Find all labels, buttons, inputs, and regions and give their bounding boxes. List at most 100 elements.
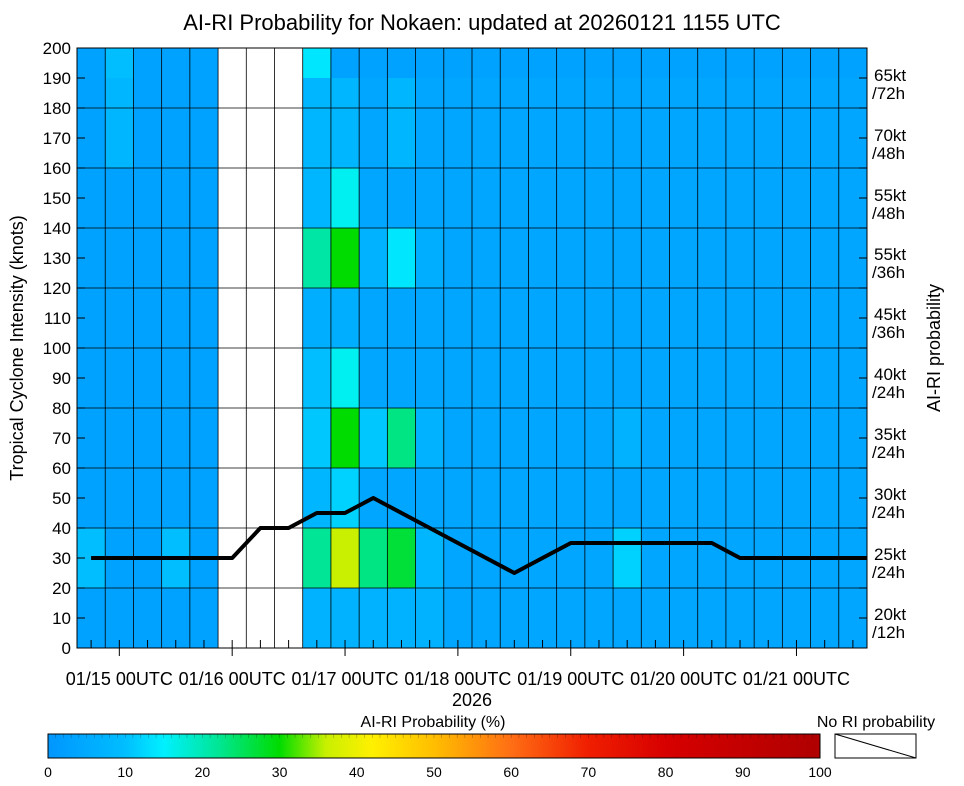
- colorbar-tick-label: 20: [195, 764, 211, 780]
- colorbar-tick-label: 70: [581, 764, 597, 780]
- heatmap-cell: [810, 408, 839, 468]
- heatmap-cell: [641, 348, 670, 408]
- heatmap-cell: [274, 228, 303, 288]
- heatmap-cell: [613, 168, 642, 228]
- heatmap-cell: [274, 168, 303, 228]
- heatmap-cell: [641, 408, 670, 468]
- heatmap-cell: [105, 468, 134, 528]
- heatmap-cell: [133, 288, 162, 348]
- heatmap-cell: [500, 108, 529, 168]
- heatmap-cell: [359, 228, 388, 288]
- heatmap-cell: [133, 408, 162, 468]
- heatmap-cell: [669, 288, 698, 348]
- heatmap-cell: [133, 468, 162, 528]
- heatmap-cell: [359, 108, 388, 168]
- heatmap-cell: [556, 228, 585, 288]
- x-tick-label: 01/20 00UTC: [630, 669, 737, 689]
- heatmap-cell: [641, 288, 670, 348]
- intensity-series-line: [91, 496, 867, 575]
- heatmap-cell: [330, 528, 360, 588]
- colorbar-tick-label: 80: [658, 764, 674, 780]
- heatmap-cell: [697, 168, 726, 228]
- heatmap-cell: [359, 78, 388, 108]
- threshold-hours-label: /24h: [872, 443, 905, 462]
- heatmap-cell: [302, 588, 331, 648]
- heatmap-cell: [810, 108, 839, 168]
- x-axis-ticks: 01/15 00UTC 01/16 00UTC 01/17 00UTC 01/18 0…: [66, 640, 854, 689]
- heatmap-cell: [443, 288, 472, 348]
- heatmap-cell: [77, 78, 106, 108]
- threshold-hours-label: /24h: [872, 563, 905, 582]
- heatmap-cell: [697, 468, 726, 528]
- threshold-hours-label: /48h: [872, 144, 905, 163]
- heatmap-cell: [500, 228, 529, 288]
- heatmap-cell: [810, 348, 839, 408]
- heatmap-cell: [697, 588, 726, 648]
- heatmap-cell: [782, 48, 811, 78]
- heatmap-cell: [443, 408, 472, 468]
- y-tick-label: 110: [44, 309, 71, 328]
- heatmap-cell: [500, 588, 529, 648]
- heatmap-cell: [189, 108, 219, 168]
- heatmap-cell: [387, 228, 416, 288]
- threshold-hours-label: /24h: [872, 503, 905, 522]
- heatmap-cell: [556, 588, 585, 648]
- heatmap-cell: [359, 48, 388, 78]
- heatmap-cell: [387, 408, 416, 468]
- y-tick-label: 70: [52, 429, 71, 448]
- heatmap-cell: [838, 78, 867, 108]
- heatmap-cell: [725, 408, 755, 468]
- heatmap-cell: [330, 108, 360, 168]
- heatmap-cell: [359, 348, 388, 408]
- heatmap-cell: [725, 48, 755, 78]
- heatmap-cell: [246, 468, 275, 528]
- colorbar-tick-label: 30: [272, 764, 288, 780]
- heatmap-cell: [697, 48, 726, 78]
- heatmap-cell: [528, 348, 557, 408]
- heatmap-cell: [302, 348, 331, 408]
- heatmap-cell: [387, 288, 416, 348]
- heatmap-cell: [613, 78, 642, 108]
- heatmap-cell: [584, 288, 614, 348]
- heatmap-cell: [302, 288, 331, 348]
- heatmap-cell: [754, 48, 783, 78]
- heatmap-cell: [161, 168, 190, 228]
- y-tick-label: 180: [43, 99, 71, 118]
- heatmap-cell: [500, 288, 529, 348]
- colorbar-tick-label: 50: [426, 764, 442, 780]
- colorbar-label: AI-RI Probability (%): [361, 714, 506, 731]
- heatmap-cell: [641, 78, 670, 108]
- y-tick-label: 30: [52, 549, 71, 568]
- heatmap-cell: [77, 48, 106, 78]
- heatmap-cell: [302, 168, 331, 228]
- heatmap-cell: [669, 528, 698, 588]
- heatmap-cell: [443, 78, 472, 108]
- heatmap-cell: [274, 78, 303, 108]
- heatmap-cell: [218, 108, 247, 168]
- heatmap-cell: [697, 528, 726, 588]
- y-tick-label: 200: [43, 39, 71, 58]
- heatmap-cell: [528, 228, 557, 288]
- heatmap-cell: [105, 408, 134, 468]
- heatmap-cell: [415, 588, 444, 648]
- heatmap-cell: [613, 288, 642, 348]
- heatmap-cell: [359, 168, 388, 228]
- heatmap-cell: [584, 108, 614, 168]
- heatmap-cell: [218, 588, 247, 648]
- y-tick-label: 80: [52, 399, 71, 418]
- threshold-hours-label: /24h: [872, 383, 905, 402]
- threshold-labels: 20kt/12h25kt/24h30kt/24h35kt/24h40kt/24h…: [872, 66, 906, 642]
- heatmap-cell: [782, 588, 811, 648]
- heatmap-cell: [218, 228, 247, 288]
- heatmap-cell: [105, 228, 134, 288]
- heatmap-cell: [641, 48, 670, 78]
- heatmap-cell: [584, 528, 614, 588]
- heatmap-cell: [415, 78, 444, 108]
- heatmap-cell: [161, 588, 190, 648]
- threshold-kt-label: 55kt: [874, 186, 906, 205]
- heatmap-cell: [641, 588, 670, 648]
- x-axis-label: 2026: [452, 690, 492, 710]
- heatmap-cell: [133, 168, 162, 228]
- heatmap-cell: [697, 228, 726, 288]
